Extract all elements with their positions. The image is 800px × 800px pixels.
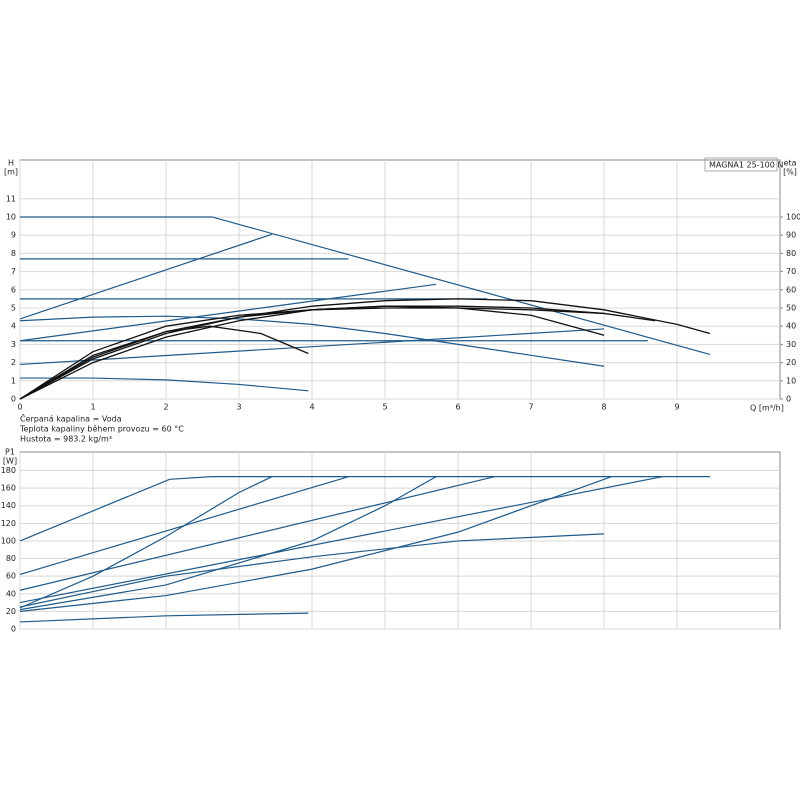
x-label: Q [m³/h] [750,404,784,413]
curve [19,612,309,623]
curve [19,476,612,612]
y-tick-label: 5 [11,303,16,312]
y-tick-label: 9 [11,231,16,240]
y-unit: [W] [3,457,17,466]
curve [20,216,711,355]
efficiency-curve [19,307,605,400]
x-tick-label: 5 [382,403,387,412]
x-tick-label: 8 [602,403,607,412]
y-tick-label: 60 [6,572,16,581]
curve [19,233,273,320]
y-tick-label: 140 [1,501,16,510]
y2-tick-label: 40 [786,322,796,331]
y-tick-label: 0 [11,395,16,404]
y-tick-label: 1 [11,376,16,385]
y-tick-label: 20 [6,607,16,616]
model-box [704,157,778,172]
y2-tick-label: 90 [786,231,796,240]
model-label: MAGNA1 25-100 N [709,161,783,170]
y-tick-label: 6 [11,285,16,294]
y2-tick-label: 50 [786,303,796,312]
x-tick-label: 2 [163,403,168,412]
curve [19,476,710,542]
curve [19,328,605,366]
curve [19,533,605,608]
curve [19,476,663,604]
efficiency-curve [19,325,309,400]
y2-unit: [%] [783,168,797,177]
curve [20,377,309,392]
y-unit: [m] [4,168,18,177]
y-tick-label: 120 [1,519,16,528]
x-tick-label: 9 [675,403,680,412]
plot-frame [19,159,781,400]
y2-tick-label: 20 [786,358,796,367]
y-tick-label: 0 [11,625,16,634]
efficiency-curve [19,305,656,400]
y-tick-label: 3 [11,340,16,349]
curve [19,283,437,342]
curve [19,476,273,609]
y-tick-label: 160 [1,484,16,493]
x-tick-label: 6 [455,403,460,412]
efficiency-curve [19,298,711,400]
x-tick-label: 4 [309,403,314,412]
y2-tick-label: 100 [786,212,800,221]
x-tick-label: 0 [17,403,22,412]
x-tick-label: 1 [90,403,95,412]
y2-tick-label: 30 [786,340,796,349]
x-tick-label: 7 [529,403,534,412]
y-tick-label: 4 [11,322,16,331]
y-tick-label: 100 [1,536,16,545]
y-tick-label: 8 [11,249,16,258]
curve [19,476,495,591]
y2-tick-label: 80 [786,249,796,258]
y-tick-label: 80 [6,554,16,563]
y-tick-label: 2 [11,358,16,367]
info-line: Teplota kapaliny během provozu = 60 °C [19,425,184,434]
y-tick-label: 180 [1,466,16,475]
y-label: P1 [5,448,15,457]
x-tick-label: 3 [236,403,241,412]
y2-tick-label: 60 [786,285,796,294]
y2-tick-label: 0 [786,395,791,404]
curve [19,315,605,367]
curve [19,476,437,611]
y-tick-label: 7 [11,267,16,276]
y-tick-label: 40 [6,589,16,598]
y-tick-label: 10 [6,212,16,221]
info-line: Hustota = 983.2 kg/m³ [20,435,112,444]
y2-tick-label: 10 [786,376,796,385]
y-label: H [8,159,14,168]
info-line: Čerpaná kapalina = Voda [20,413,122,424]
y2-tick-label: 70 [786,267,796,276]
y2-label: eta [784,159,797,168]
y-tick-label: 11 [6,194,16,203]
